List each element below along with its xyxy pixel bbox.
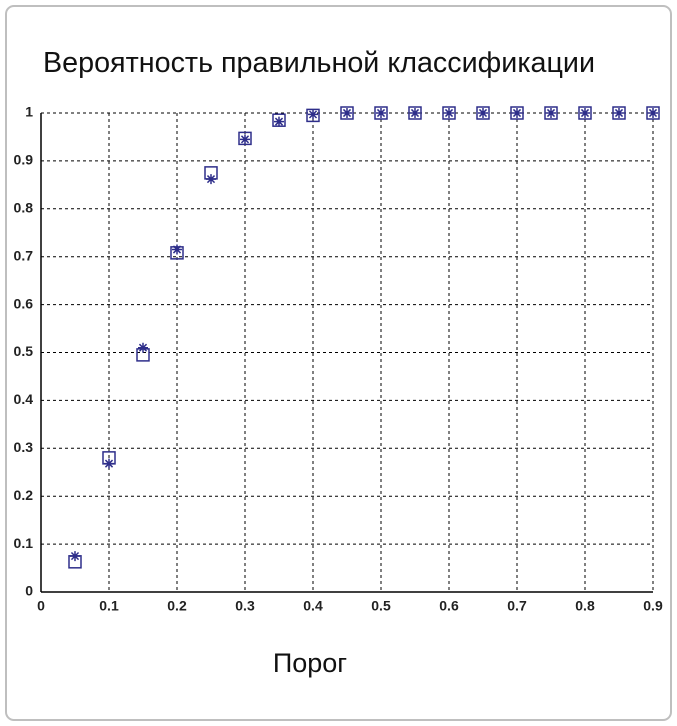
x-tick-label: 0.2 — [167, 598, 187, 614]
square-marker — [238, 131, 252, 146]
x-tick-label: 0.1 — [99, 598, 119, 614]
y-tick-label: 0.9 — [14, 152, 34, 168]
asterisk-marker — [308, 109, 318, 120]
y-tick-label: 0.6 — [14, 295, 34, 311]
square-marker — [442, 106, 456, 120]
asterisk-marker — [138, 342, 148, 353]
x-tick-label: 0.5 — [371, 598, 391, 614]
asterisk-marker — [410, 108, 420, 118]
square-marker — [340, 106, 354, 120]
y-tick-label: 0 — [25, 583, 33, 599]
y-tick-label: 1 — [25, 104, 33, 120]
y-tick-label: 0.3 — [14, 439, 34, 455]
asterisk-marker — [104, 458, 114, 469]
square-marker — [374, 106, 388, 120]
y-tick-label: 0.4 — [14, 391, 34, 407]
asterisk-marker — [614, 108, 624, 118]
asterisk-marker — [206, 174, 216, 185]
x-tick-label: 0 — [37, 598, 45, 614]
chart-title: Вероятность правильной классификации — [43, 47, 595, 79]
asterisk-marker — [240, 134, 250, 145]
asterisk-marker — [172, 244, 182, 255]
y-tick-label: 0.1 — [14, 535, 34, 551]
square-marker — [510, 106, 524, 120]
square-marker — [646, 106, 660, 120]
asterisk-marker — [274, 116, 284, 127]
panel — [5, 5, 672, 721]
square-marker — [408, 106, 422, 120]
asterisk-marker — [512, 108, 522, 118]
y-tick-label: 0.7 — [14, 247, 34, 263]
asterisk-marker — [444, 108, 454, 118]
y-tick-label: 0.5 — [14, 343, 34, 359]
square-marker — [476, 106, 490, 120]
square-marker — [544, 106, 558, 120]
asterisk-marker — [580, 108, 590, 118]
asterisk-marker — [70, 551, 80, 562]
x-tick-label: 0.6 — [439, 598, 459, 614]
x-tick-label: 0.4 — [303, 598, 323, 614]
x-tick-label: 0.7 — [507, 598, 527, 614]
asterisk-marker — [648, 108, 658, 118]
square-marker — [578, 106, 592, 120]
x-tick-label: 0.3 — [235, 598, 255, 614]
y-tick-label: 0.2 — [14, 487, 34, 503]
asterisk-marker — [478, 108, 488, 118]
x-axis-label: Порог — [273, 648, 347, 678]
square-marker — [306, 108, 320, 123]
x-tick-label: 0.9 — [643, 598, 663, 614]
y-tick-label: 0.8 — [14, 200, 34, 216]
x-tick-label: 0.8 — [575, 598, 595, 614]
asterisk-marker — [546, 108, 556, 118]
asterisk-marker — [342, 108, 352, 118]
square-marker — [612, 106, 626, 120]
asterisk-marker — [376, 108, 386, 118]
